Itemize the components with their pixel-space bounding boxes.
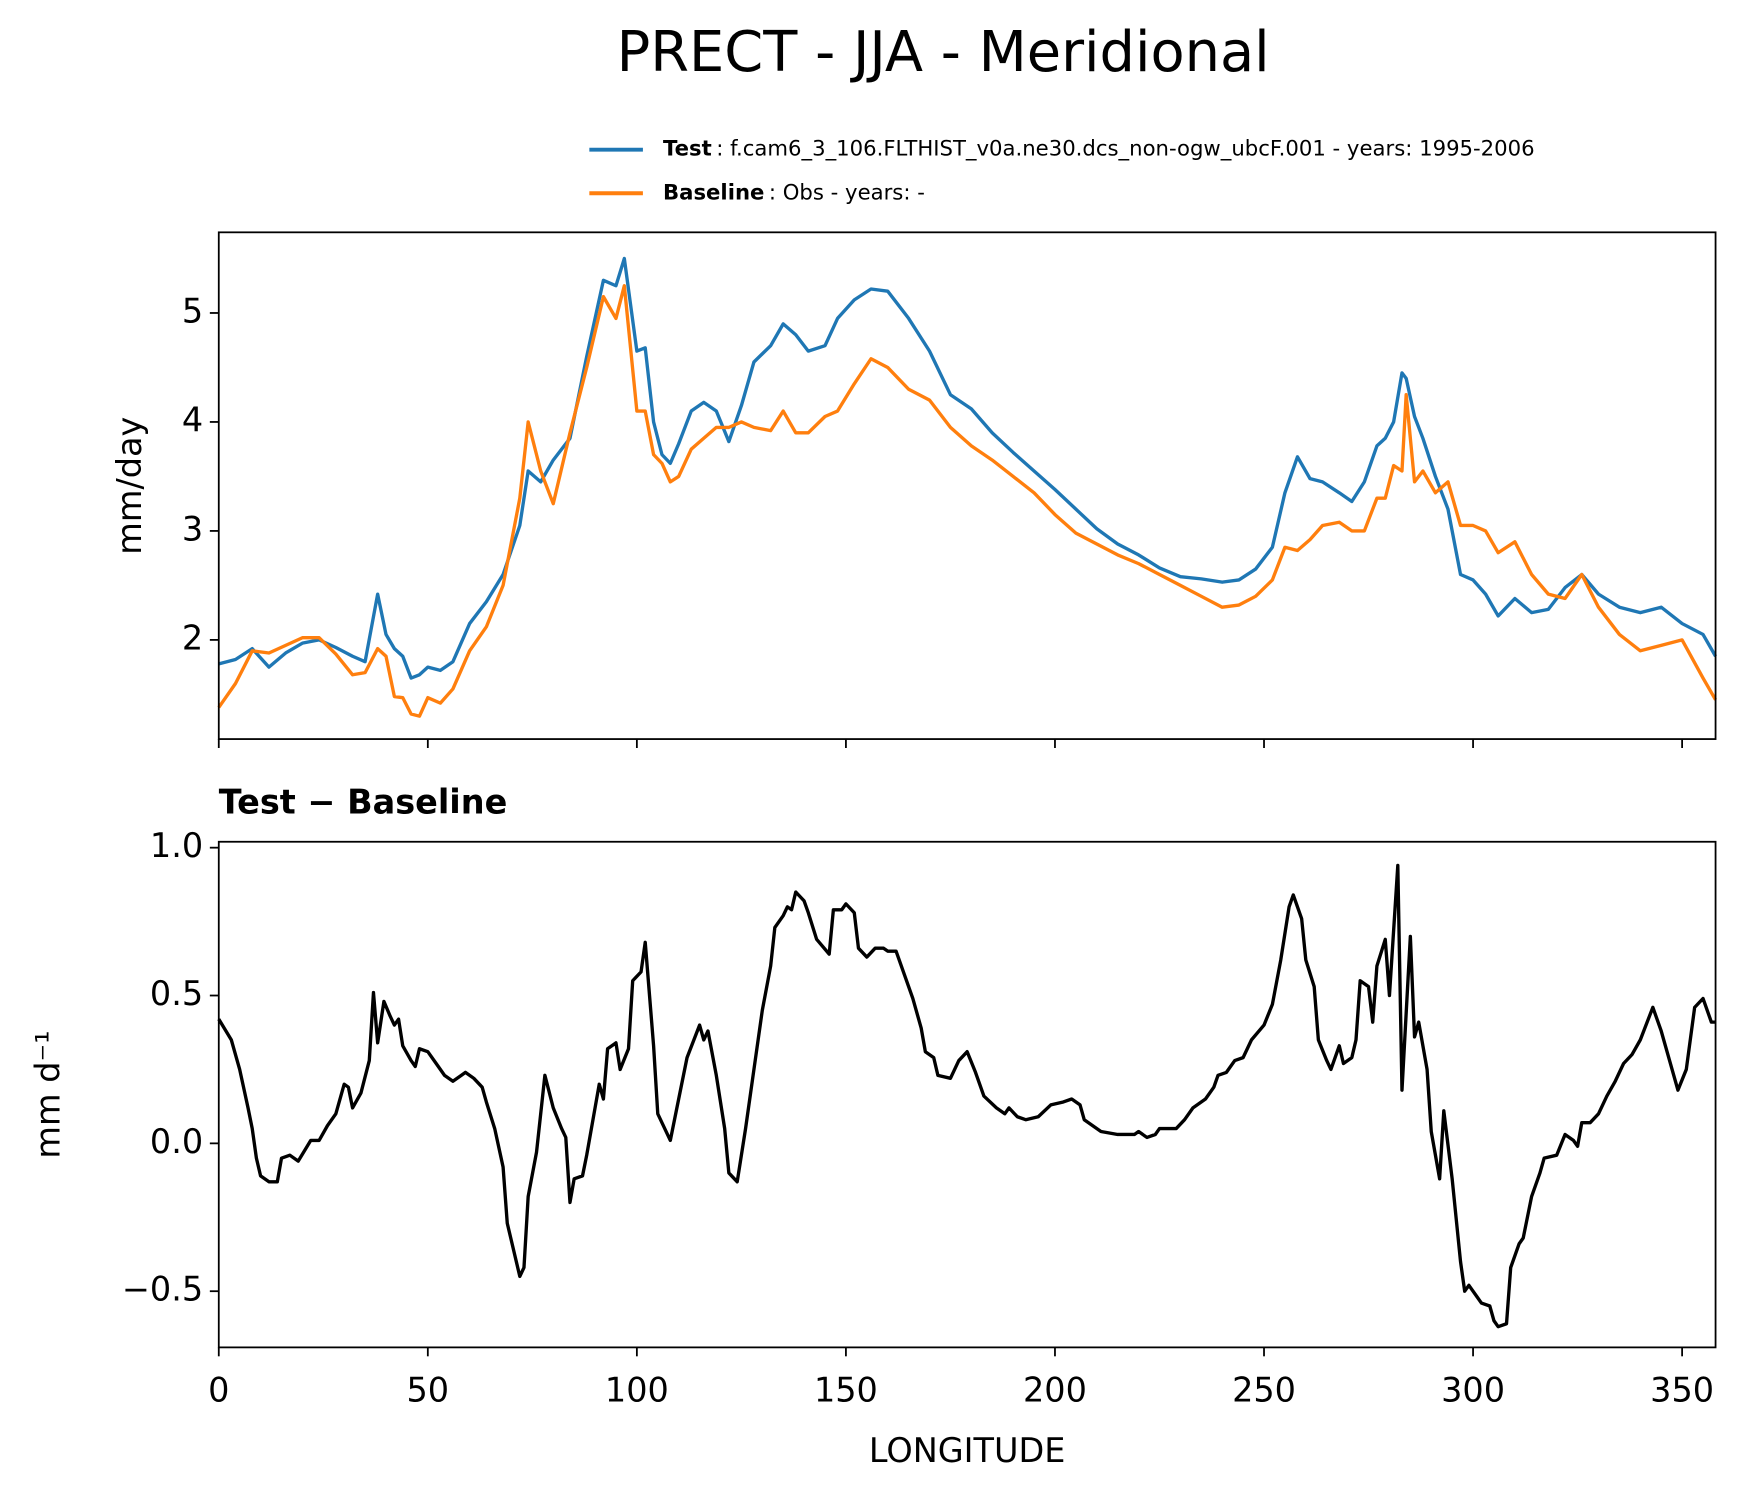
y-tick-label: 0.0 <box>150 1122 203 1161</box>
axes-frame <box>217 231 1717 740</box>
legend-name: Baseline <box>663 179 764 204</box>
series-line <box>217 284 1718 718</box>
x-tick-label: 100 <box>605 1371 669 1410</box>
y-axis-label: mm/day <box>110 417 149 555</box>
axes-title: Test − Baseline <box>219 782 508 821</box>
y-tick-label: 1.0 <box>150 826 203 865</box>
y-tick-label: 5 <box>182 291 203 330</box>
y-tick-label: 4 <box>182 400 203 439</box>
y-axis-label: mm d⁻¹ <box>29 1030 68 1158</box>
y-tick-label: 2 <box>182 618 203 657</box>
y-tick-label: −0.5 <box>122 1270 203 1309</box>
legend-label: Baseline: Obs - years: - <box>663 179 925 204</box>
legend-detail: : Obs - years: - <box>769 179 925 204</box>
series-line <box>218 256 1718 680</box>
x-tick-label: 50 <box>407 1371 450 1410</box>
x-tick-label: 300 <box>1441 1371 1505 1410</box>
x-tick-label: 250 <box>1232 1371 1296 1410</box>
x-tick-label: 150 <box>814 1371 878 1410</box>
figure-title: PRECT - JJA - Meridional <box>617 20 1270 85</box>
y-tick-label: 3 <box>182 509 203 548</box>
legend-detail: : f.cam6_3_106.FLTHIST_v0a.ne30.dcs_non-… <box>716 136 1534 161</box>
x-tick-label: 350 <box>1650 1371 1714 1410</box>
legend-name: Test <box>663 136 712 161</box>
x-tick-label: 200 <box>1023 1371 1087 1410</box>
y-tick-label: 0.5 <box>150 974 203 1013</box>
legend-label: Test: f.cam6_3_106.FLTHIST_v0a.ne30.dcs_… <box>663 136 1535 161</box>
x-tick-label: 0 <box>208 1371 229 1410</box>
x-axis-label: LONGITUDE <box>869 1431 1066 1470</box>
axes-frame <box>217 840 1717 1349</box>
series-line <box>217 863 1716 1329</box>
